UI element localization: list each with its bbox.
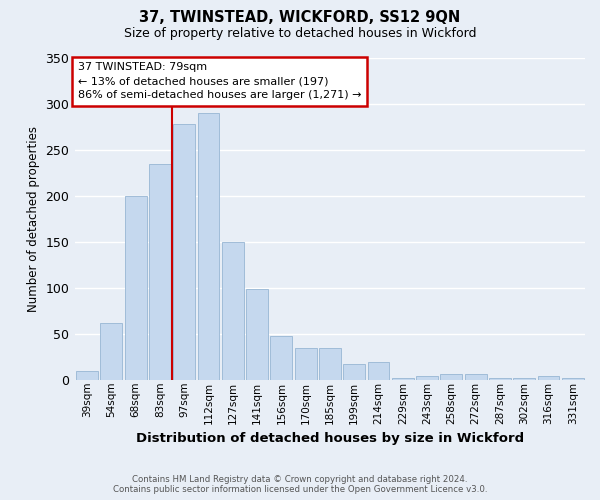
Bar <box>440 374 463 380</box>
Y-axis label: Number of detached properties: Number of detached properties <box>27 126 40 312</box>
X-axis label: Distribution of detached houses by size in Wickford: Distribution of detached houses by size … <box>136 432 524 445</box>
Bar <box>246 289 268 380</box>
Bar <box>465 374 487 380</box>
Bar <box>149 164 171 380</box>
Bar <box>392 378 414 380</box>
Bar <box>343 364 365 380</box>
Bar <box>416 376 438 380</box>
Bar <box>514 378 535 380</box>
Bar <box>125 196 146 380</box>
Text: 37, TWINSTEAD, WICKFORD, SS12 9QN: 37, TWINSTEAD, WICKFORD, SS12 9QN <box>139 10 461 25</box>
Bar <box>222 242 244 380</box>
Bar <box>76 371 98 380</box>
Bar <box>562 378 584 380</box>
Bar <box>319 348 341 380</box>
Bar <box>295 348 317 380</box>
Bar <box>173 124 195 380</box>
Text: 37 TWINSTEAD: 79sqm
← 13% of detached houses are smaller (197)
86% of semi-detac: 37 TWINSTEAD: 79sqm ← 13% of detached ho… <box>77 62 361 100</box>
Bar <box>271 336 292 380</box>
Bar <box>197 113 220 380</box>
Bar <box>368 362 389 380</box>
Text: Size of property relative to detached houses in Wickford: Size of property relative to detached ho… <box>124 28 476 40</box>
Text: Contains HM Land Registry data © Crown copyright and database right 2024.
Contai: Contains HM Land Registry data © Crown c… <box>113 474 487 494</box>
Bar <box>538 376 559 380</box>
Bar <box>489 378 511 380</box>
Bar <box>100 323 122 380</box>
